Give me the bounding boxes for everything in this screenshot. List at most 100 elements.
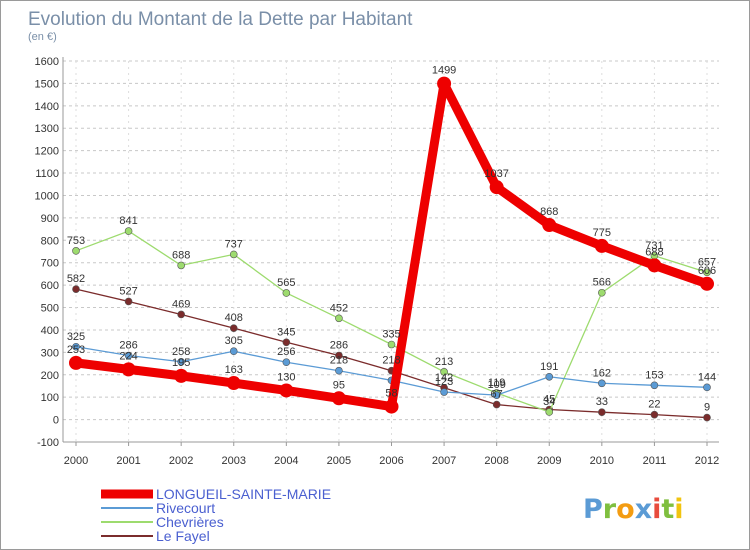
- y-tick-label: 1100: [35, 168, 59, 180]
- x-tick-label: 2009: [537, 455, 561, 467]
- legend-label: Chevrières: [156, 514, 224, 530]
- proxiti-logo: Proxiti: [583, 494, 684, 525]
- x-tick-label: 2006: [379, 455, 403, 467]
- y-tick-label: 800: [41, 235, 59, 247]
- data-label: 218: [382, 355, 400, 367]
- data-label: 130: [277, 371, 295, 383]
- data-point: [598, 408, 606, 416]
- data-point: [72, 285, 80, 293]
- y-tick-label: 500: [41, 303, 59, 315]
- data-label: 305: [225, 335, 243, 347]
- data-label: 258: [172, 346, 190, 358]
- y-tick-label: 0: [53, 415, 59, 427]
- data-label: 688: [645, 246, 663, 258]
- data-label: 657: [698, 256, 716, 268]
- data-point: [335, 351, 343, 360]
- chart-title: Evolution du Montant de la Dette par Hab…: [28, 9, 413, 30]
- x-tick-label: 2005: [327, 455, 351, 467]
- x-tick-label: 2010: [590, 455, 614, 467]
- data-label: 95: [333, 379, 345, 391]
- data-point: [229, 250, 238, 259]
- data-point: [177, 310, 185, 319]
- data-label: 841: [119, 215, 137, 227]
- x-tick-label: 2003: [222, 455, 246, 467]
- data-point: [282, 358, 291, 367]
- data-label: 109: [487, 379, 505, 391]
- data-point: [279, 383, 294, 398]
- series-layer: [69, 76, 714, 422]
- data-label: 688: [172, 249, 190, 261]
- data-point: [598, 379, 606, 388]
- data-point: [440, 388, 448, 396]
- data-label: 325: [67, 331, 85, 343]
- data-point: [121, 362, 136, 377]
- x-tick-label: 2008: [484, 455, 508, 467]
- data-label: 142: [435, 372, 453, 384]
- logo-letter: i: [674, 494, 683, 525]
- legend: LONGUEIL-SAINTE-MARIERivecourtChevrières…: [101, 486, 331, 544]
- data-point: [124, 351, 133, 360]
- data-point: [226, 376, 241, 391]
- data-point: [229, 347, 238, 356]
- data-label: 67: [491, 389, 503, 401]
- data-point: [331, 391, 346, 406]
- legend-label: Rivecourt: [156, 500, 215, 516]
- data-point: [598, 288, 606, 297]
- data-point: [700, 276, 714, 291]
- data-point: [437, 76, 452, 91]
- data-point: [647, 258, 662, 273]
- data-label: 408: [225, 312, 243, 324]
- data-point: [594, 238, 609, 253]
- legend-label: LONGUEIL-SAINTE-MARIE: [156, 486, 331, 502]
- data-label: 345: [277, 326, 295, 338]
- data-label: 1037: [484, 168, 508, 180]
- data-point: [124, 297, 133, 306]
- data-point: [703, 383, 711, 392]
- data-point: [177, 261, 185, 270]
- data-point: [282, 338, 291, 347]
- data-label: 33: [596, 396, 608, 408]
- data-label: 213: [435, 356, 453, 368]
- data-label: 527: [119, 285, 137, 297]
- x-tick-label: 2004: [274, 455, 298, 467]
- data-label: 22: [648, 399, 660, 411]
- data-point: [177, 357, 185, 366]
- logo-letter: i: [652, 494, 661, 525]
- chart-subtitle: (en €): [28, 31, 57, 43]
- data-label: 144: [698, 371, 716, 383]
- data-label: 565: [277, 277, 295, 289]
- data-point: [229, 324, 238, 332]
- data-point: [69, 355, 83, 370]
- data-label: 162: [593, 367, 611, 379]
- x-tick-label: 2007: [432, 455, 456, 467]
- logo-letter: x: [635, 494, 652, 525]
- y-tick-label: 400: [41, 325, 59, 337]
- axes: -100 0 100 200 300 400 500 600 700 800 900 1000 1100…: [35, 56, 720, 467]
- data-point: [384, 399, 399, 414]
- data-label: 123: [435, 376, 453, 388]
- x-tick-label: 2001: [116, 455, 140, 467]
- data-label: 469: [172, 298, 190, 310]
- data-point: [650, 410, 659, 419]
- data-label: 253: [67, 344, 85, 356]
- logo-letter: t: [661, 494, 674, 525]
- data-labels: 253 224 195 163 130 95 58 1499 1037 868 775 688 606 3…: [67, 65, 716, 414]
- y-tick-label: 1500: [35, 78, 59, 90]
- y-tick-label: 1600: [35, 56, 59, 68]
- data-label: 582: [67, 273, 85, 285]
- y-tick-label: 100: [41, 392, 59, 404]
- data-label: 452: [330, 302, 348, 314]
- legend-label: Le Fayel: [156, 528, 210, 544]
- y-tick-label: 1000: [35, 190, 59, 202]
- data-label: 868: [540, 206, 558, 218]
- data-label: 753: [67, 235, 85, 247]
- data-point: [650, 381, 659, 390]
- data-label: 737: [225, 238, 243, 250]
- y-tick-label: 900: [41, 213, 59, 225]
- data-point: [174, 368, 189, 383]
- data-label: 775: [593, 227, 611, 239]
- data-point: [387, 340, 396, 349]
- data-point: [545, 408, 554, 416]
